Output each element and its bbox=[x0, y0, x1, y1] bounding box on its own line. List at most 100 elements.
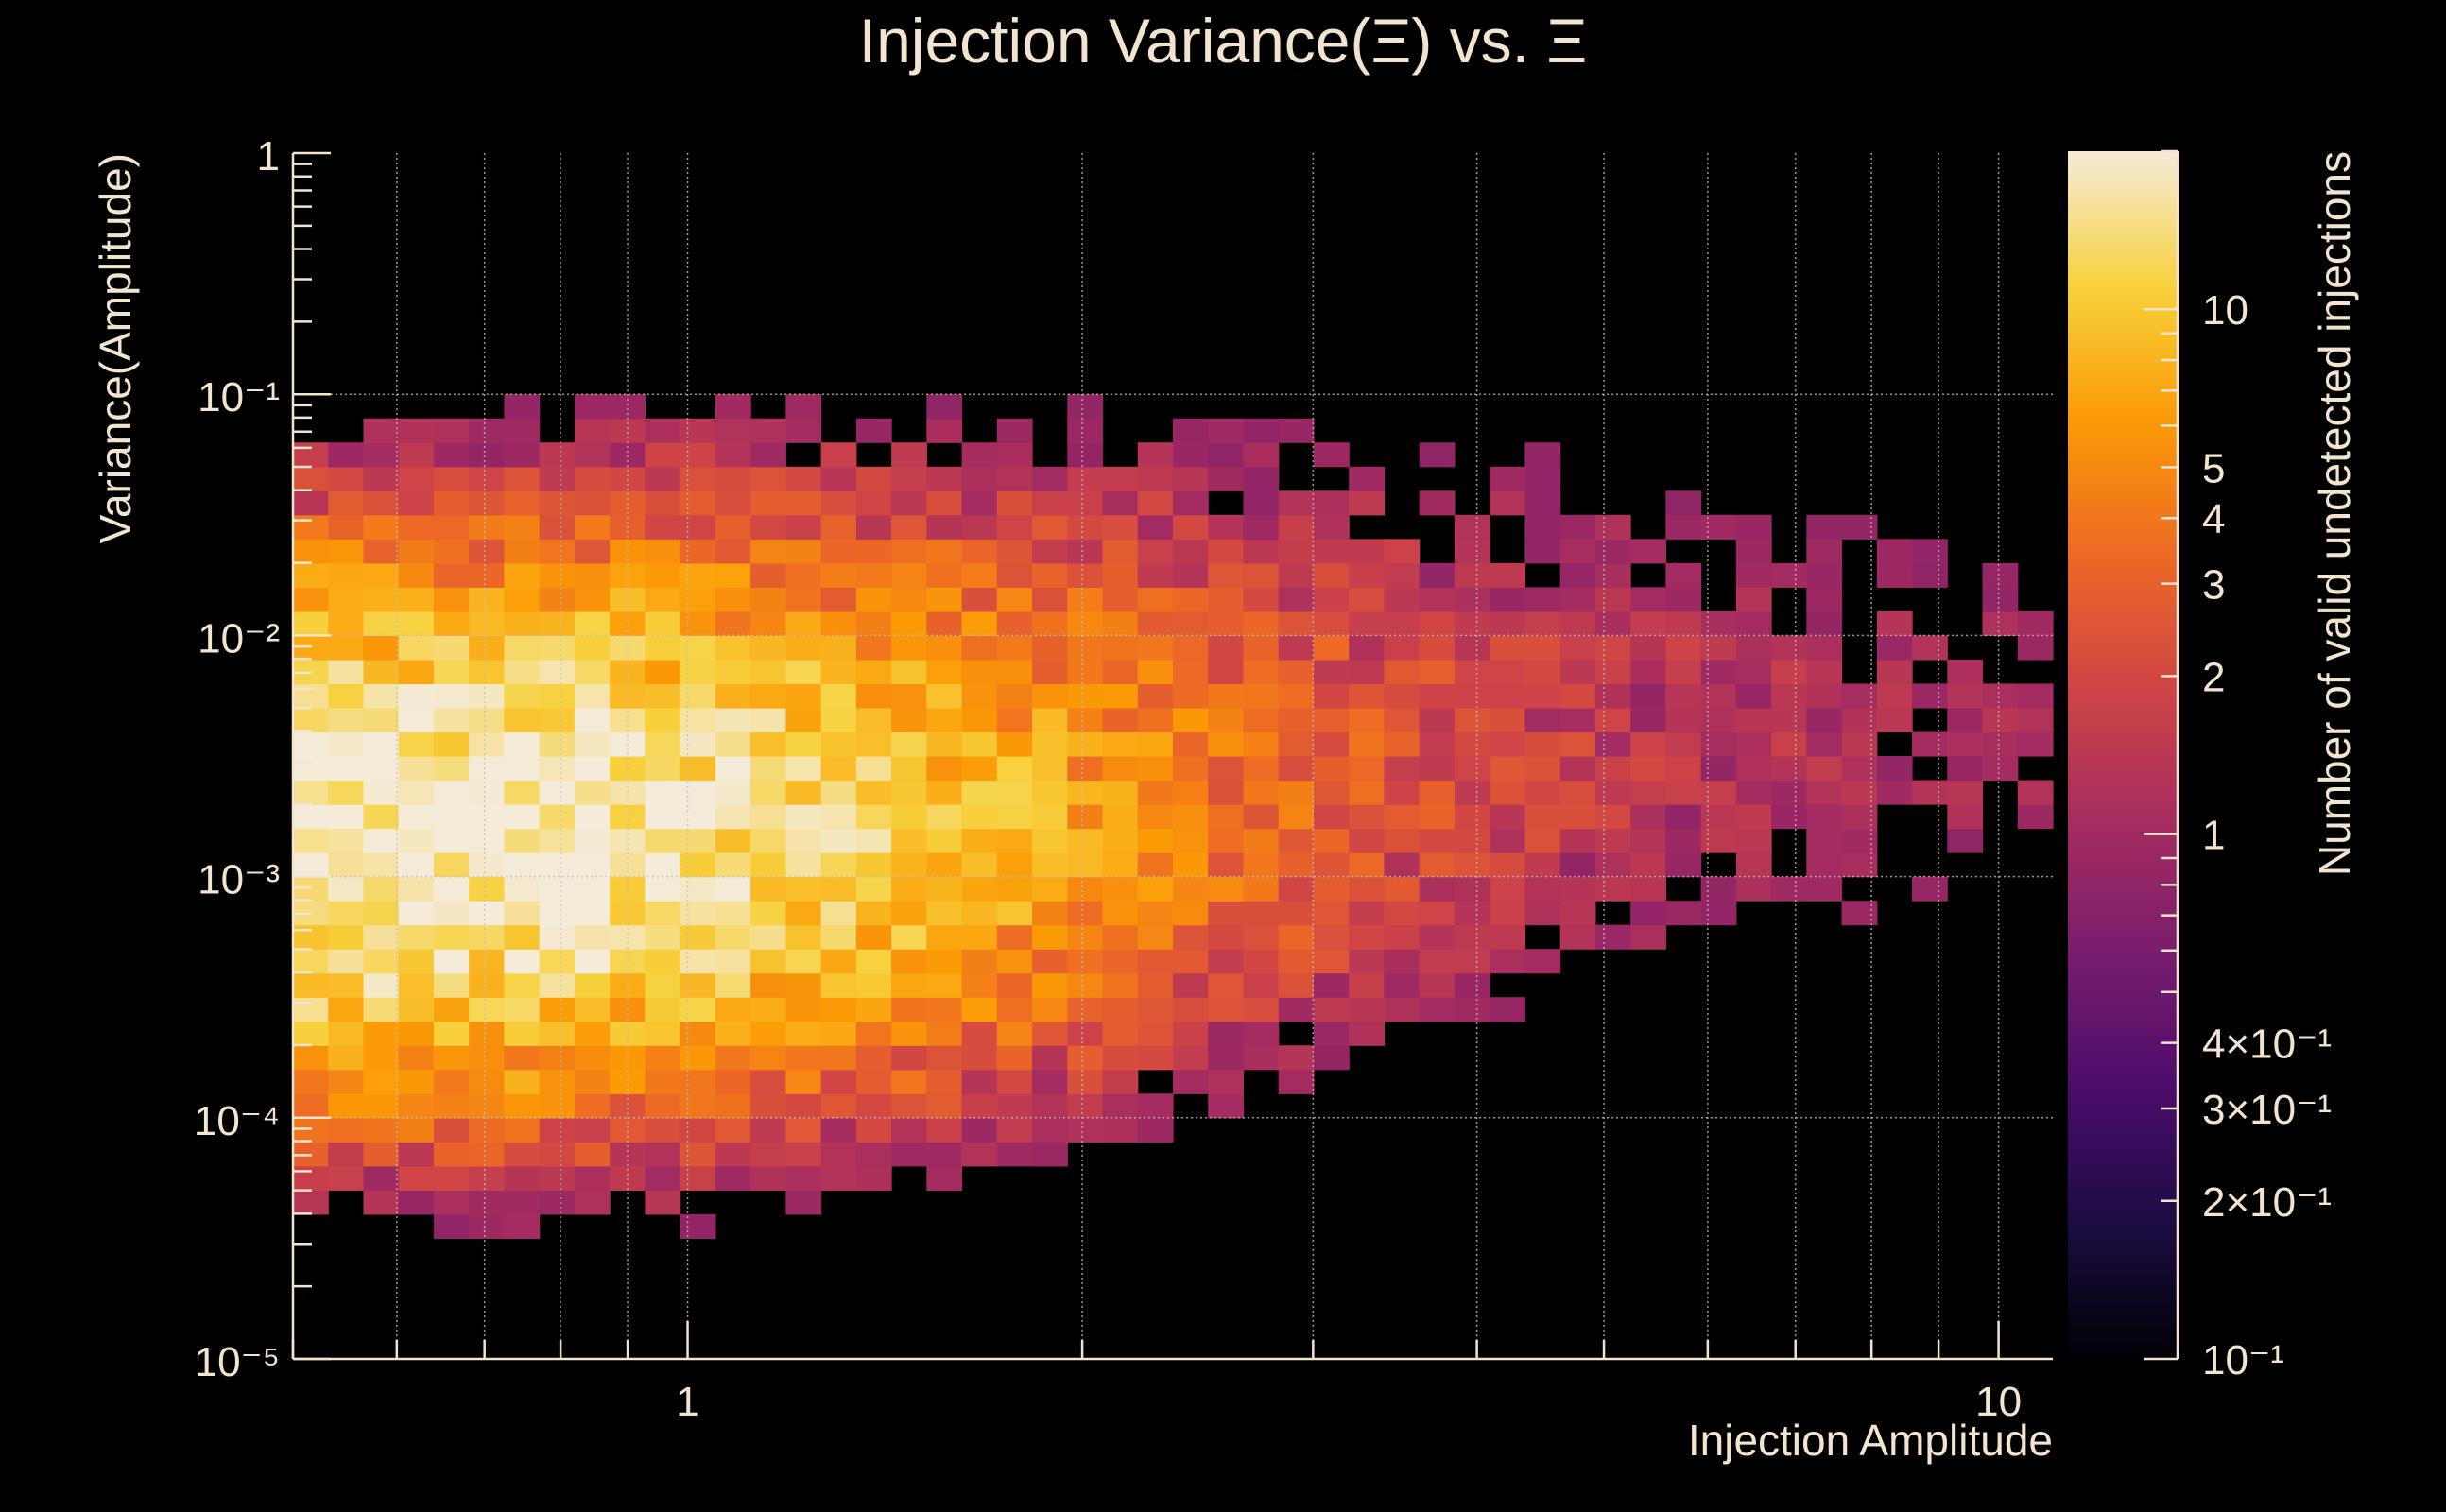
heatmap-cell bbox=[539, 731, 576, 757]
heatmap-cell bbox=[1490, 610, 1525, 636]
heatmap-cell bbox=[785, 659, 822, 685]
heatmap-cell bbox=[1313, 635, 1350, 661]
heatmap-cell bbox=[469, 1213, 506, 1239]
heatmap-cell bbox=[891, 972, 927, 998]
heatmap-cell bbox=[539, 924, 576, 950]
heatmap-cell bbox=[750, 659, 786, 685]
color-scale-segment bbox=[2068, 453, 2178, 462]
heatmap-cell bbox=[961, 804, 998, 830]
heatmap-cell bbox=[1349, 466, 1386, 491]
heatmap-cell bbox=[1630, 659, 1666, 685]
heatmap-cell bbox=[1032, 997, 1068, 1022]
heatmap-cell bbox=[469, 1117, 506, 1143]
heatmap-cell bbox=[1102, 1117, 1139, 1143]
heatmap-cell bbox=[433, 442, 470, 468]
heatmap-cell bbox=[1735, 852, 1772, 878]
heatmap-cell bbox=[1454, 997, 1490, 1022]
heatmap-cell bbox=[645, 1045, 681, 1071]
heatmap-cell bbox=[1419, 635, 1456, 661]
heatmap-cell bbox=[1278, 683, 1315, 709]
heatmap-cell bbox=[1278, 828, 1315, 853]
heatmap-cell bbox=[469, 635, 506, 661]
y-tick-label: 10⁻⁴ bbox=[194, 1098, 280, 1144]
color-scale-segment bbox=[2068, 784, 2178, 794]
heatmap-cell bbox=[1137, 490, 1174, 516]
heatmap-cell bbox=[715, 442, 751, 468]
heatmap-cell bbox=[504, 1190, 541, 1215]
heatmap-cell bbox=[1559, 876, 1596, 902]
heatmap-cell bbox=[645, 1093, 681, 1119]
heatmap-cell bbox=[891, 1021, 927, 1046]
heatmap-cell bbox=[363, 1045, 400, 1071]
heatmap-cell bbox=[1278, 972, 1315, 998]
heatmap-cell bbox=[1735, 828, 1772, 853]
heatmap-cell bbox=[504, 490, 541, 516]
heatmap-cell bbox=[680, 1021, 716, 1046]
heatmap-cell bbox=[996, 562, 1033, 588]
heatmap-cell bbox=[1243, 490, 1280, 516]
color-scale-segment bbox=[2068, 347, 2178, 356]
heatmap-cell bbox=[1419, 828, 1456, 853]
heatmap-cell bbox=[504, 731, 541, 757]
color-scale-segment bbox=[2068, 506, 2178, 515]
heatmap-cell bbox=[750, 924, 786, 950]
heatmap-cell bbox=[1524, 804, 1561, 830]
heatmap-cell bbox=[820, 1069, 857, 1094]
heatmap-cell bbox=[293, 539, 329, 564]
heatmap-cell bbox=[1524, 731, 1561, 757]
heatmap-cell bbox=[926, 418, 963, 443]
heatmap-cell bbox=[961, 828, 998, 853]
heatmap-cell bbox=[1208, 731, 1245, 757]
heatmap-cell bbox=[1490, 562, 1525, 588]
heatmap-cell bbox=[1665, 828, 1702, 853]
heatmap-cell bbox=[1700, 683, 1737, 709]
heatmap-cell bbox=[433, 949, 470, 974]
heatmap-cell bbox=[715, 466, 751, 491]
heatmap-cell bbox=[715, 804, 751, 830]
color-scale-tick-label: 3×10⁻¹ bbox=[2202, 1087, 2332, 1133]
heatmap-cell bbox=[1173, 562, 1209, 588]
heatmap-cell bbox=[1630, 852, 1666, 878]
heatmap-cell bbox=[328, 949, 365, 974]
heatmap-cell bbox=[363, 901, 400, 926]
heatmap-cell bbox=[1067, 610, 1104, 636]
heatmap-cell bbox=[1349, 659, 1386, 685]
heatmap-cell bbox=[1208, 972, 1245, 998]
heatmap-cell bbox=[1735, 756, 1772, 782]
color-scale-segment bbox=[2068, 1223, 2178, 1232]
heatmap-cell bbox=[750, 1069, 786, 1094]
heatmap-cell bbox=[1208, 756, 1245, 782]
heatmap-cell bbox=[1173, 972, 1209, 998]
heatmap-cell bbox=[363, 490, 400, 516]
heatmap-cell bbox=[1559, 852, 1596, 878]
heatmap-cell bbox=[1278, 852, 1315, 878]
heatmap-cell bbox=[363, 659, 400, 685]
heatmap-cell bbox=[433, 1021, 470, 1046]
heatmap-cell bbox=[1665, 610, 1702, 636]
heatmap-cell bbox=[469, 442, 506, 468]
heatmap-cell bbox=[820, 562, 857, 588]
heatmap-cell bbox=[610, 394, 646, 420]
color-scale-segment bbox=[2068, 996, 2178, 1005]
heatmap-cell bbox=[1102, 901, 1139, 926]
heatmap-cell bbox=[293, 780, 329, 805]
color-scale-tick-label: 10 bbox=[2202, 287, 2248, 334]
heatmap-cell bbox=[961, 1093, 998, 1119]
heatmap-cell bbox=[1630, 610, 1666, 636]
heatmap-cell bbox=[785, 514, 822, 540]
grid-lines bbox=[293, 153, 2053, 1359]
heatmap-cell bbox=[363, 418, 400, 443]
heatmap-cell bbox=[1912, 539, 1948, 564]
color-scale-segment bbox=[2068, 1200, 2178, 1210]
heatmap-cell bbox=[1313, 876, 1350, 902]
heatmap-cell bbox=[855, 1093, 892, 1119]
color-scale-segment bbox=[2068, 883, 2178, 892]
heatmap-cell bbox=[610, 1117, 646, 1143]
heatmap-cell bbox=[1490, 683, 1525, 709]
color-scale-segment bbox=[2068, 445, 2178, 455]
heatmap-cell bbox=[645, 997, 681, 1022]
heatmap-cell bbox=[1384, 924, 1421, 950]
heatmap-cell bbox=[891, 610, 927, 636]
heatmap-cell bbox=[1208, 1069, 1245, 1094]
heatmap-cell bbox=[1243, 972, 1280, 998]
